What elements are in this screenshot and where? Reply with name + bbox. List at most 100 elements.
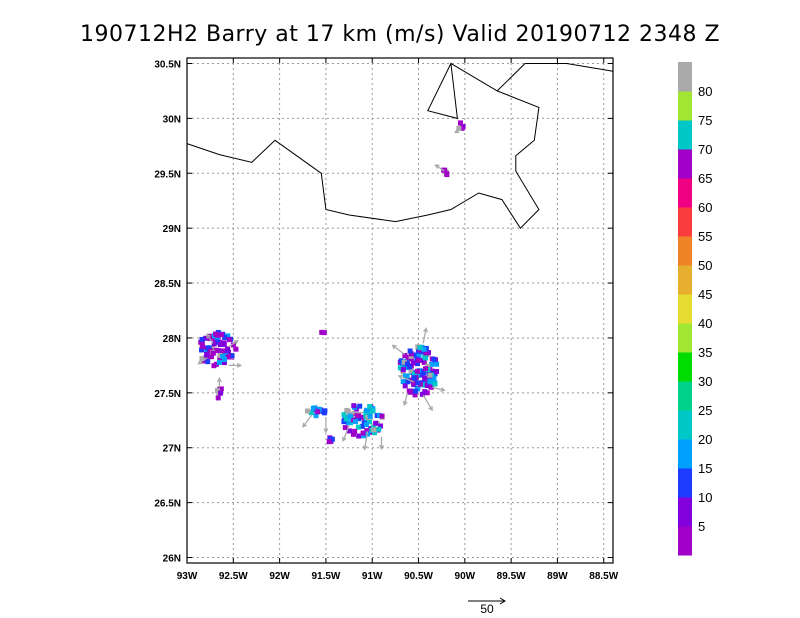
wind-pixel [222, 357, 228, 363]
wind-pixel [219, 332, 225, 338]
colorbar-tick-label: 70 [698, 142, 712, 157]
wind-pixel [208, 354, 214, 360]
wind-pixel [225, 333, 231, 339]
colorbar-tick-label: 10 [698, 490, 712, 505]
wind-arrow [216, 376, 222, 388]
x-tick-label: 91W [362, 571, 383, 582]
wind-pixel [405, 354, 411, 360]
wind-pixel [417, 345, 423, 351]
wind-pixel [215, 332, 221, 338]
wind-pixel [457, 120, 463, 126]
wind-pixel [199, 340, 205, 346]
wind-pixel [422, 375, 428, 381]
x-tick-label: 93W [177, 571, 198, 582]
wind-pixel [373, 420, 379, 426]
colorbar-segment [678, 120, 692, 150]
wind-pixel [422, 389, 428, 395]
wind-pixel [442, 167, 448, 173]
wind-pixel [353, 419, 359, 425]
wind-pixel [421, 370, 427, 376]
wind-pixel [213, 361, 219, 367]
wind-pixel [360, 430, 366, 436]
y-tick-label: 27N [163, 444, 181, 455]
wind-pixel [434, 361, 440, 367]
wind-pixel [199, 343, 205, 349]
wind-pixel [217, 355, 223, 361]
wind-pixel [363, 422, 369, 428]
x-axis-ticks: 93W 92.5W 92W 91.5W 91W 90.5W 90W 89.5W 89W 88.5W [177, 58, 619, 582]
wind-pixel [408, 353, 414, 359]
y-tick-label: 26N [163, 554, 181, 565]
wind-arrow [422, 327, 428, 344]
wind-arrow [422, 394, 433, 412]
reference-vector: 50 [468, 597, 506, 616]
x-tick-label: 90W [455, 571, 476, 582]
wind-pixel [221, 341, 227, 347]
wind-pixel [423, 366, 429, 372]
wind-pixel [220, 353, 226, 359]
x-tick-label: 92.5W [219, 571, 248, 582]
wind-pixel [364, 428, 370, 434]
wind-pixel [416, 357, 422, 363]
colorbar-segment [678, 439, 692, 469]
wind-pixel [221, 360, 227, 366]
wind-pixel [204, 351, 210, 357]
colorbar-tick-label: 35 [698, 345, 712, 360]
wind-pixel [366, 427, 372, 433]
colorbar-tick-label: 60 [698, 200, 712, 215]
wind-pixel [359, 423, 365, 429]
colorbar-segment [678, 265, 692, 295]
wind-pixel [411, 381, 417, 387]
colorbar-tick-label: 5 [698, 519, 705, 534]
wind-pixel [427, 379, 433, 385]
y-axis-ticks: 26N 26.5N 27N 27.5N 28N 28.5N 29N 29.5N 30N 30.5N [154, 59, 613, 565]
wind-pixel [352, 428, 358, 434]
colorbar-segment [678, 294, 692, 324]
wind-pixel [409, 389, 415, 395]
wind-pixel [376, 426, 382, 432]
wind-pixel [199, 356, 205, 362]
x-tick-label: 89W [547, 571, 568, 582]
wind-arrow [453, 128, 462, 134]
colorbar-tick-label: 20 [698, 432, 712, 447]
plot-area: 93W 92.5W 92W 91.5W 91W 90.5W 90W 89.5W 89W 88.5W… [154, 57, 619, 582]
wind-pixel [211, 341, 217, 347]
wind-pixel [347, 413, 353, 419]
wind-pixel [315, 409, 321, 415]
wind-pixel [316, 406, 322, 412]
colorbar-tick-label: 15 [698, 461, 712, 476]
wind-arrow [228, 362, 243, 368]
wind-pixel [420, 382, 426, 388]
colorbar-tick-label: 30 [698, 374, 712, 389]
wind-pixel [203, 335, 209, 341]
wind-pixel [308, 410, 314, 416]
wind-arrow [402, 392, 409, 407]
wind-pixel [444, 171, 450, 177]
wind-pixel [310, 405, 316, 411]
wind-pixel [355, 424, 361, 430]
x-tick-label: 89.5W [497, 571, 526, 582]
wind-arrow [206, 333, 214, 344]
wind-pixel [370, 408, 376, 414]
wind-pixel [411, 371, 417, 377]
wind-pixel [199, 336, 205, 342]
wind-pixel [405, 361, 411, 367]
wind-pixel [326, 439, 332, 445]
wind-pixel [429, 361, 435, 367]
wind-pixel [410, 360, 416, 366]
wind-pixel [205, 345, 211, 351]
wind-pixel [412, 388, 418, 394]
wind-arrow [362, 431, 369, 451]
wind-pixel [215, 339, 221, 345]
wind-pixel [361, 433, 367, 439]
wind-arrow [197, 357, 208, 365]
wind-pixel [407, 364, 413, 370]
wind-pixel [397, 365, 403, 371]
wind-pixel [321, 330, 327, 336]
wind-pixel [345, 408, 351, 414]
wind-pixel [403, 365, 409, 371]
chart-title: 190712H2 Barry at 17 km (m/s) Valid 2019… [80, 22, 720, 47]
colorbar-tick-label: 55 [698, 229, 712, 244]
colorbar-tick-label: 45 [698, 287, 712, 302]
wind-pixel [351, 403, 357, 409]
